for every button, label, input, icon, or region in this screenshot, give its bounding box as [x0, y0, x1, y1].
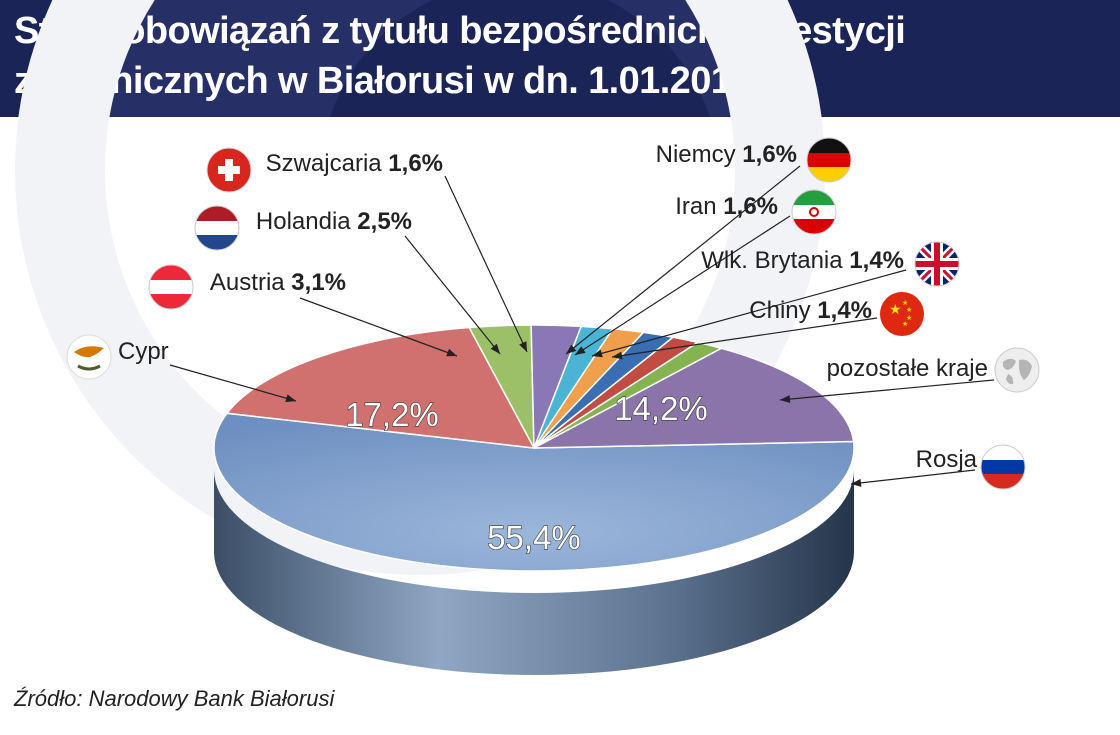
value-label-cypr: 17,2% [345, 396, 439, 433]
source-note: Źródło: Narodowy Bank Białorusi [14, 686, 335, 711]
label-iran: Iran 1,6% [675, 193, 778, 220]
pie-slices [213, 324, 855, 572]
svg-text:★: ★ [902, 320, 908, 328]
globe-icon [994, 347, 1040, 393]
netherlands-flag-icon [194, 205, 240, 251]
value-label-pozostale: 14,2% [614, 390, 708, 427]
label-wlk-brytania: Wlk. Brytania 1,4% [701, 247, 904, 274]
value-label-rosja: 55,4% [487, 519, 581, 556]
pie-3d-side [214, 470, 854, 675]
svg-text:★: ★ [906, 306, 912, 314]
slice-pozostałe-kraje [533, 347, 855, 449]
header-banner: Stan zobowiązań z tytułu bezpośrednich i… [0, 0, 1120, 117]
austria-flag-icon [148, 264, 194, 310]
leader-holandia [404, 235, 501, 355]
leader-chiny [611, 317, 878, 360]
leader-iran [574, 215, 791, 356]
label-szwajcaria: Szwajcaria 1,6% [266, 150, 443, 177]
china-flag-icon: ★ ★ ★ ★ ★ [880, 292, 924, 336]
leader-lines [169, 165, 995, 487]
cyprus-flag-icon [66, 334, 112, 380]
russia-flag-icon [980, 444, 1026, 490]
label-chiny: Chiny 1,4% [749, 297, 872, 324]
leader-wlk-brytania [591, 269, 907, 358]
label-holandia: Holandia 2,5% [256, 208, 412, 235]
germany-flag-icon [806, 137, 852, 183]
leader-rosja [850, 469, 976, 487]
slice-cypr [225, 326, 536, 449]
leader-austria [299, 297, 458, 357]
header-decoration [68, 0, 752, 117]
label-austria: Austria 3,1% [210, 269, 346, 296]
uk-flag-icon [914, 241, 960, 287]
svg-text:★: ★ [906, 314, 912, 322]
leader-pozostale [779, 379, 995, 404]
slice-rosja [213, 412, 855, 572]
label-rosja: Rosja [916, 446, 978, 473]
label-cypr: Cypr [118, 338, 169, 365]
svg-text:★: ★ [889, 302, 902, 318]
leader-cypr [169, 364, 297, 403]
iran-flag-icon [791, 189, 837, 235]
switzerland-flag-icon [206, 147, 252, 193]
label-niemcy: Niemcy 1,6% [656, 141, 797, 168]
leader-niemcy [565, 165, 801, 355]
label-pozostale-kraje: pozostałe kraje [827, 355, 988, 382]
title-line-2: zagranicznych w Białorusi w dn. 1.01.201… [14, 60, 784, 102]
svg-text:★: ★ [902, 299, 908, 307]
leader-szwajcaria [444, 175, 528, 353]
